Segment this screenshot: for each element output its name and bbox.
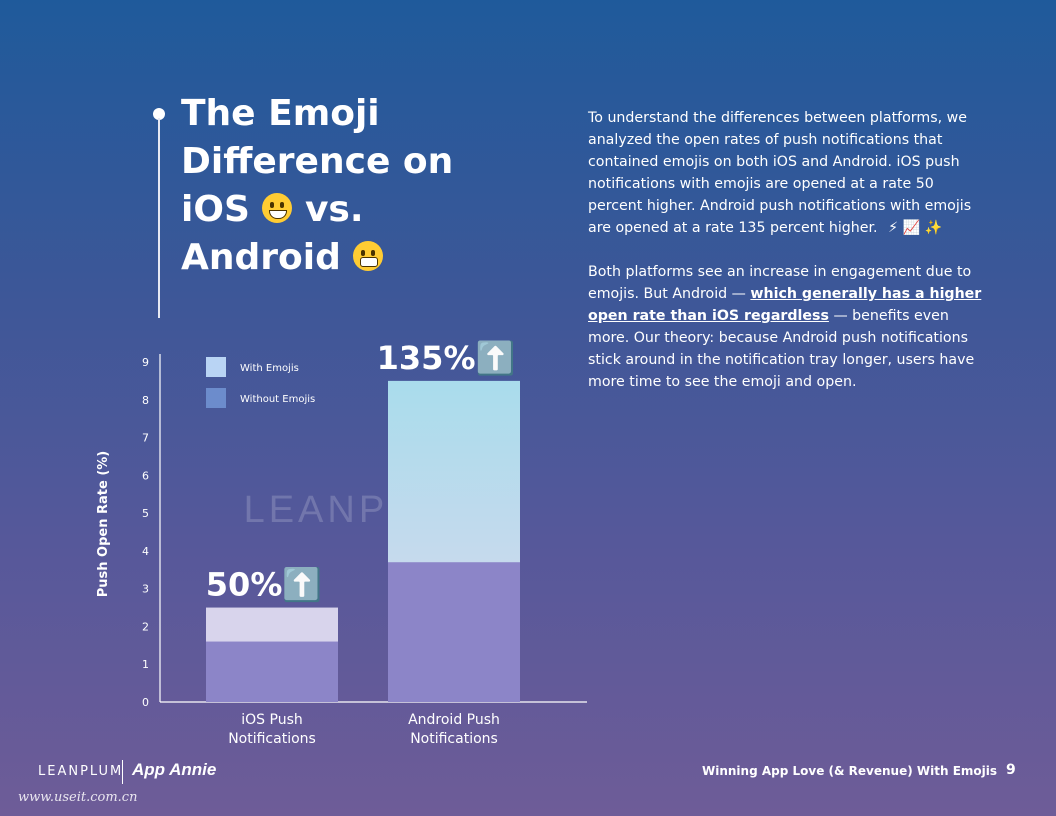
title-line-1: The Emoji (181, 93, 380, 134)
x-category-label: Android Push (408, 712, 500, 728)
y-tick-label: 7 (142, 432, 149, 445)
y-tick-label: 2 (142, 620, 149, 633)
body-paragraph-2: Both platforms see an increase in engage… (588, 261, 988, 393)
sparkle-chart-emojis-icon: ⚡ 📈 ✨ (888, 220, 943, 236)
page-number: 9 (1006, 762, 1016, 778)
body-paragraph-1: To understand the differences between pl… (588, 107, 988, 239)
body-p2-after: — benefits even more. Our theory: becaus… (588, 308, 975, 390)
x-category-label: Notifications (410, 731, 498, 747)
leanplum-logo: LEANPLUM (38, 764, 124, 779)
title-line-3b: vs. (304, 189, 364, 230)
page-title: The Emoji Difference on iOS vs. Android (181, 90, 481, 282)
body-p1-text: To understand the differences between pl… (588, 110, 972, 236)
legend-swatch (206, 357, 226, 377)
app-annie-logo: App Annie (132, 760, 217, 779)
title-line-3a: iOS (181, 189, 250, 230)
title-line-2: Difference on (181, 141, 454, 182)
y-tick-label: 9 (142, 356, 149, 369)
title-bullet-dot (153, 108, 165, 120)
body-p2-emphasis: which generally has a higher open rate t… (588, 286, 982, 324)
footer-separator (122, 760, 123, 784)
y-axis-label: Push Open Rate (%) (96, 451, 111, 598)
bar-annotation: 50%⬆️ (206, 566, 322, 604)
grinning-face-icon (262, 193, 293, 223)
grimacing-face-icon (353, 241, 384, 271)
footer-title: Winning App Love (& Revenue) With Emojis (702, 764, 998, 778)
title-vertical-line (158, 118, 160, 318)
legend-label: With Emojis (240, 363, 299, 374)
body-p2-before: Both platforms see an increase in engage… (588, 264, 972, 302)
y-tick-label: 1 (142, 658, 149, 671)
legend-label: Without Emojis (240, 394, 315, 405)
title-line-4: Android (181, 237, 341, 278)
y-tick-label: 0 (142, 696, 149, 709)
x-category-label: Notifications (228, 731, 316, 747)
y-tick-label: 3 (142, 583, 149, 596)
bar-without-emojis (206, 641, 338, 702)
y-tick-label: 5 (142, 507, 149, 520)
legend-swatch (206, 388, 226, 408)
x-category-label: iOS Push (241, 712, 302, 728)
y-tick-label: 4 (142, 545, 149, 558)
y-tick-label: 8 (142, 394, 149, 407)
bar-without-emojis (388, 562, 520, 702)
body-text: To understand the differences between pl… (588, 107, 988, 415)
y-tick-label: 6 (142, 469, 149, 482)
url-watermark: www.useit.com.cn (18, 790, 138, 805)
bar-annotation: 135%⬆️ (377, 339, 516, 377)
